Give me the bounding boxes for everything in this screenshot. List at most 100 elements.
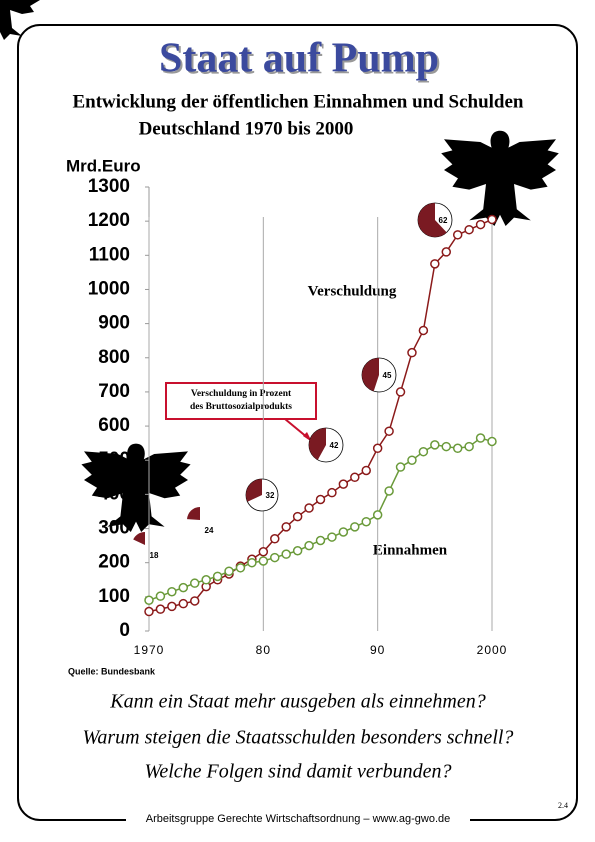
data-point [292, 511, 303, 522]
data-point [315, 535, 326, 546]
data-point [452, 230, 463, 240]
plot: 1970 80 90 2000 0 100 200 300 400 500 600 700 800 900… [88, 176, 508, 657]
data-point [155, 604, 166, 614]
data-point [235, 563, 246, 573]
y-tick-label: 200 [98, 552, 130, 573]
page-number: 2.4 [558, 801, 568, 810]
y-tick-label: 0 [119, 620, 130, 641]
data-point [304, 540, 314, 551]
pie-label: 18 [150, 551, 159, 560]
data-point [475, 219, 486, 230]
data-point [407, 455, 417, 465]
data-point [178, 582, 189, 593]
pie-label: 62 [439, 216, 448, 225]
pie-slice [246, 479, 262, 502]
y-tick-label: 700 [98, 381, 130, 402]
question: Welche Folgen sind damit verbunden? [145, 761, 452, 783]
data-point [338, 527, 349, 537]
data-point [258, 547, 269, 557]
data-point [350, 472, 360, 483]
data-point [407, 347, 417, 358]
x-tick-label: 2000 [477, 643, 508, 657]
source: Quelle: Bundesbank [68, 666, 156, 676]
callout-box [165, 382, 317, 420]
data-point [327, 532, 337, 542]
data-point [452, 443, 463, 454]
y-tick-label: 1000 [88, 278, 130, 299]
pie-label: 32 [266, 491, 275, 500]
data-point [224, 566, 234, 576]
data-point [189, 596, 200, 606]
data-point [384, 486, 394, 496]
data-point [441, 247, 452, 257]
data-point [212, 571, 223, 582]
x-tick-label: 80 [256, 643, 271, 657]
data-point [144, 606, 154, 617]
y-tick-label: 400 [98, 483, 130, 504]
data-point [304, 503, 314, 513]
data-point [327, 487, 337, 498]
data-point [167, 601, 177, 612]
pie-slice [187, 507, 200, 520]
footer: Arbeitsgruppe Gerechte Wirtschaftsordnun… [146, 813, 451, 825]
x-tick-label: 1970 [134, 643, 165, 657]
data-point [430, 259, 440, 269]
y-tick-label: 1200 [88, 210, 130, 231]
data-point [201, 575, 211, 585]
data-point [178, 598, 189, 609]
subtitle: Deutschland 1970 bis 2000 [139, 118, 354, 139]
title-shadow: Staat auf Pump [161, 38, 441, 84]
callout-text: des Bruttosozialprodukts [190, 402, 292, 412]
y-tick-label: 500 [98, 449, 130, 470]
data-point [258, 556, 269, 566]
data-point [395, 462, 406, 472]
data-point [395, 387, 406, 397]
data-point [167, 586, 177, 597]
data-point [475, 433, 486, 443]
question: Kann ein Staat mehr ausgeben als einnehm… [109, 691, 486, 713]
y-tick-label: 1300 [88, 176, 130, 197]
subtitle: Entwicklung der öffentlichen Einnahmen u… [72, 91, 523, 112]
callout-text: Verschuldung in Prozent [191, 389, 292, 399]
data-point [418, 325, 429, 336]
data-point [464, 441, 474, 452]
y-tick-label: 1100 [89, 244, 130, 265]
data-point [361, 465, 371, 476]
pie-slice [362, 358, 379, 392]
data-point [155, 591, 166, 601]
data-point [281, 549, 291, 559]
x-tick-label: 90 [370, 643, 385, 657]
data-point [189, 578, 200, 588]
question: Warum steigen die Staatsschulden besonde… [83, 727, 514, 749]
y-tick-label: 600 [98, 415, 130, 436]
y-axis-label: Mrd.Euro [66, 156, 141, 175]
series-label: Verschuldung [308, 283, 397, 299]
data-point [372, 443, 383, 454]
pie-label: 45 [383, 371, 392, 380]
data-point [372, 510, 383, 520]
y-tick-label: 800 [98, 347, 130, 368]
data-point [281, 522, 291, 532]
data-point [315, 494, 326, 505]
pie-label: 24 [205, 526, 214, 535]
data-point [418, 446, 429, 457]
y-tick-label: 900 [98, 313, 130, 334]
pie-label: 42 [330, 441, 339, 450]
data-point [430, 440, 440, 450]
pie-slice [133, 532, 145, 545]
data-point [292, 545, 303, 556]
data-point [270, 552, 280, 563]
data-point [350, 522, 360, 532]
title: Staat auf Pump [159, 36, 439, 82]
eagle-icon [0, 0, 40, 40]
data-point [487, 436, 497, 447]
data-point [338, 479, 349, 489]
footer-bg [126, 810, 470, 828]
data-point [361, 516, 371, 527]
data-point [270, 534, 280, 544]
pie-slice [417, 203, 447, 237]
data-point [247, 557, 257, 568]
data-point [487, 214, 497, 225]
y-tick-label: 300 [98, 518, 130, 539]
